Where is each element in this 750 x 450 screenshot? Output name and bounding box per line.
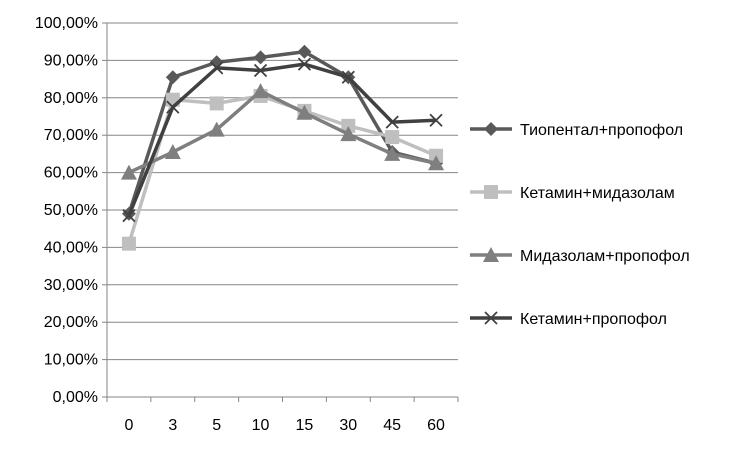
data-point	[208, 121, 225, 137]
data-point	[209, 55, 224, 70]
data-point	[297, 44, 312, 59]
data-point	[120, 164, 137, 180]
data-point	[428, 155, 445, 171]
legend-label: Кетамин+мидазолам	[520, 185, 675, 202]
y-tick-label: 50,00%	[44, 202, 98, 219]
data-point	[385, 115, 399, 129]
data-point	[209, 96, 224, 111]
y-tick-label: 60,00%	[44, 165, 98, 182]
legend-label: Тиопентал+пропофол	[520, 122, 683, 139]
x-axis-tick-labels: 0 3 5 10 15 30 45 60	[124, 417, 445, 434]
data-point	[429, 113, 443, 127]
y-tick-label: 80,00%	[44, 90, 98, 107]
series-3	[120, 83, 445, 180]
y-axis-tick-labels: 0,00% 10,00% 20,00% 30,00% 40,00% 50,00% 60,00…	[35, 15, 98, 406]
y-tick-label: 0,00%	[53, 389, 98, 406]
legend-marker	[483, 247, 499, 262]
axes	[102, 22, 459, 402]
legend-item: Кетамин+мидазолам	[470, 185, 675, 202]
y-tick-label: 20,00%	[44, 314, 98, 331]
x-tick-label: 30	[339, 417, 357, 434]
data-point	[384, 145, 401, 161]
legend-label: Кетамин+пропофол	[520, 311, 667, 328]
legend-marker	[484, 185, 498, 199]
data-point	[210, 61, 224, 75]
data-point	[341, 70, 355, 84]
legend-label: Мидазолам+пропофол	[520, 248, 690, 265]
data-point	[165, 70, 180, 85]
data-point	[121, 236, 136, 251]
x-tick-label: 45	[383, 417, 401, 434]
y-tick-label: 70,00%	[44, 127, 98, 144]
y-tick-label: 100,00%	[35, 15, 98, 32]
y-tick-label: 40,00%	[44, 239, 98, 256]
x-tick-label: 5	[212, 417, 221, 434]
legend-item: Кетамин+пропофол	[470, 311, 667, 328]
y-tick-label: 10,00%	[44, 352, 98, 369]
series-lines	[120, 44, 445, 251]
data-point	[253, 50, 268, 65]
legend-item: Тиопентал+пропофол	[470, 122, 683, 139]
data-point	[253, 63, 268, 78]
legend-item: Мидазолам+пропофол	[470, 247, 690, 265]
data-point	[252, 83, 269, 99]
data-point	[385, 130, 400, 145]
x-tick-label: 10	[252, 417, 270, 434]
data-point	[166, 100, 180, 114]
legend-marker	[484, 122, 498, 136]
series-line	[127, 62, 437, 217]
x-tick-label: 0	[124, 417, 133, 434]
x-tick-label: 60	[427, 417, 445, 434]
data-point	[341, 118, 356, 133]
legend-marker	[484, 311, 498, 325]
x-tick-label: 15	[296, 417, 314, 434]
data-point	[297, 57, 312, 71]
data-point	[164, 144, 181, 160]
series-line	[128, 89, 437, 175]
legend: Тиопентал+пропофол Кетамин+мидазолам Мидаз…	[470, 122, 690, 328]
series-line	[127, 50, 437, 215]
gridlines	[107, 22, 458, 361]
y-tick-label: 30,00%	[44, 277, 98, 294]
data-point	[296, 104, 313, 120]
y-tick-label: 90,00%	[44, 52, 98, 69]
data-point	[340, 126, 357, 142]
data-point	[122, 208, 136, 223]
series-4	[122, 57, 443, 223]
x-tick-label: 3	[168, 417, 177, 434]
